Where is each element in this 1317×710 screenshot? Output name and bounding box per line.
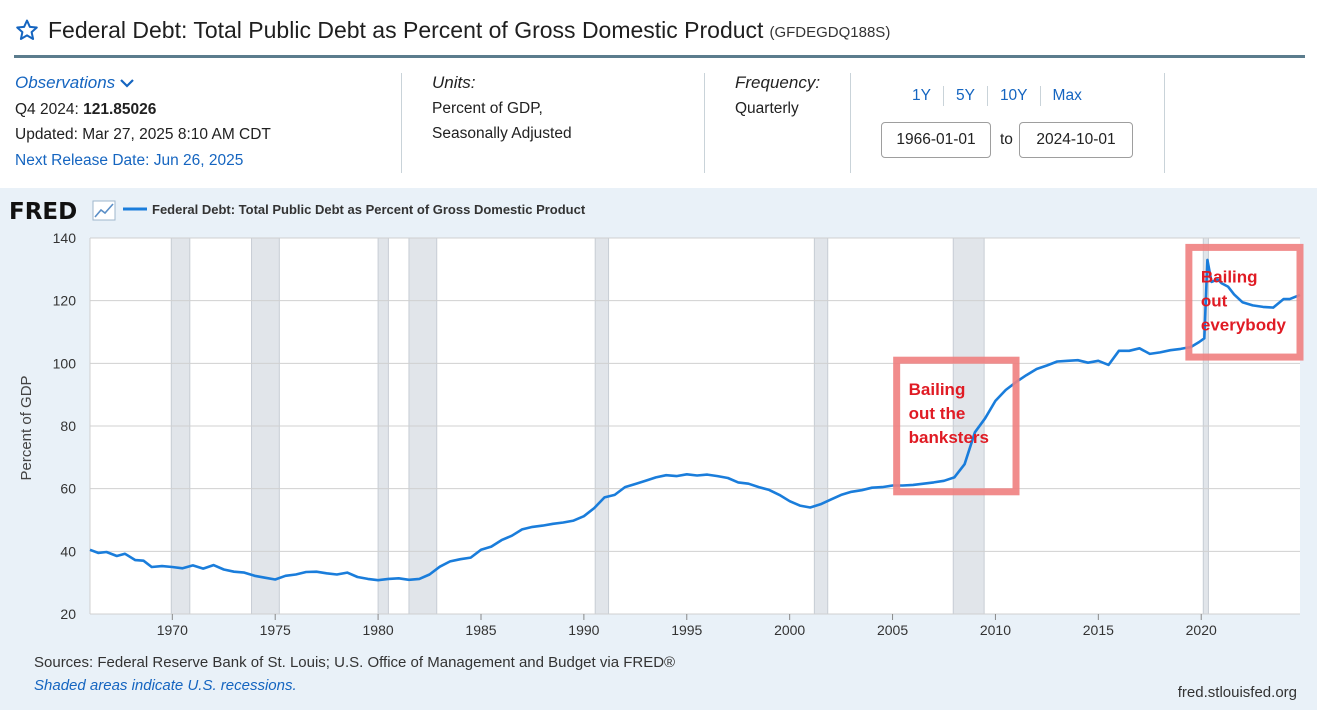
x-tick-label: 2010	[980, 622, 1011, 638]
y-tick-label: 100	[53, 355, 77, 371]
divider	[850, 73, 851, 173]
chevron-down-icon	[120, 78, 134, 88]
range-10y-button[interactable]: 10Y	[999, 87, 1028, 104]
series-id: (GFDEGDQ188S)	[769, 24, 891, 41]
x-tick-label: 1970	[157, 622, 188, 638]
updated-date: Updated: Mar 27, 2025 8:10 AM CDT	[15, 126, 271, 143]
range-max-button[interactable]: Max	[1052, 87, 1082, 104]
y-tick-label: 60	[60, 481, 76, 497]
x-tick-label: 2000	[774, 622, 805, 638]
x-tick-label: 1990	[568, 622, 599, 638]
y-axis-label: Percent of GDP	[18, 375, 35, 480]
x-tick-label: 2005	[877, 622, 908, 638]
x-tick-label: 2015	[1083, 622, 1114, 638]
divider	[401, 73, 402, 173]
annotation-box	[893, 356, 1020, 496]
annotation-box	[1185, 243, 1304, 361]
frequency-label: Frequency:	[735, 73, 821, 92]
observations-label: Observations	[15, 73, 116, 92]
y-tick-label: 40	[60, 543, 76, 559]
next-release-link[interactable]: Next Release Date: Jun 26, 2025	[15, 151, 244, 169]
range-5y-button[interactable]: 5Y	[955, 87, 975, 104]
units-panel: Units: Percent of GDP, Seasonally Adjust…	[432, 70, 682, 147]
annotation-text: Bailing	[909, 380, 966, 399]
latest-observation: Q4 2024: 121.85026	[15, 97, 395, 123]
units-line2: Seasonally Adjusted	[432, 125, 572, 142]
annotation-text: out the	[909, 404, 966, 423]
series-line	[89, 258, 1301, 582]
star-icon[interactable]	[15, 18, 39, 42]
range-1y-button[interactable]: 1Y	[912, 87, 931, 104]
x-tick-label: 1985	[465, 622, 496, 638]
end-date-input[interactable]	[1019, 122, 1133, 158]
annotation-text: out	[1201, 291, 1228, 310]
fred-logo: FRED	[9, 199, 77, 225]
y-tick-label: 80	[60, 418, 76, 434]
divider	[986, 86, 988, 106]
observation-period: Q4 2024:	[15, 100, 79, 118]
chart-panel: FRED Federal Debt: Total Public Debt as …	[0, 188, 1317, 710]
x-axis: 1970 1975 1980 1985 1990 1995 2000 2005 2010 2015…	[157, 614, 1217, 638]
x-tick-label: 1995	[671, 622, 702, 638]
frequency-panel: Frequency: Quarterly	[735, 70, 835, 121]
divider	[942, 86, 944, 106]
grid-lines	[89, 237, 1300, 615]
annotation-text: everybody	[1201, 315, 1287, 334]
legend-label: Federal Debt: Total Public Debt as Perce…	[152, 202, 586, 217]
y-tick-label: 20	[60, 606, 76, 622]
annotation-text: banksters	[909, 428, 989, 447]
observations-dropdown[interactable]: Observations	[15, 70, 135, 96]
start-date-input[interactable]	[881, 122, 991, 158]
x-tick-label: 1975	[260, 622, 291, 638]
range-buttons: 1Y 5Y 10Y Max	[900, 86, 1094, 106]
units-line1: Percent of GDP,	[432, 99, 543, 117]
units-label: Units:	[432, 73, 476, 92]
title-divider	[14, 55, 1305, 58]
observation-value: 121.85026	[83, 100, 157, 118]
page-title: Federal Debt: Total Public Debt as Perce…	[48, 16, 764, 43]
y-tick-label: 120	[53, 293, 77, 309]
y-tick-label: 140	[53, 230, 77, 246]
chart: FRED Federal Debt: Total Public Debt as …	[9, 199, 1304, 638]
observations-panel: Observations Q4 2024: 121.85026 Updated:…	[15, 70, 395, 173]
annotations: Bailing out the banksters Bailing out everybo…	[893, 243, 1304, 496]
title-row: Federal Debt: Total Public Debt as Perce…	[15, 14, 890, 46]
recession-note: Shaded areas indicate U.S. recessions.	[34, 677, 297, 694]
fred-url-link[interactable]: fred.stlouisfed.org	[1177, 684, 1297, 701]
frequency-value: Quarterly	[735, 99, 799, 117]
annotation-text: Bailing	[1201, 267, 1258, 286]
to-label: to	[1000, 131, 1013, 148]
divider	[1039, 86, 1041, 106]
divider	[1164, 73, 1165, 173]
y-axis: 20 40 60 80 100 120 140	[53, 230, 77, 622]
x-tick-label: 2020	[1186, 622, 1217, 638]
x-tick-label: 1980	[363, 622, 394, 638]
divider	[704, 73, 705, 173]
trend-icon	[92, 200, 116, 221]
sources-text: Sources: Federal Reserve Bank of St. Lou…	[34, 654, 676, 671]
